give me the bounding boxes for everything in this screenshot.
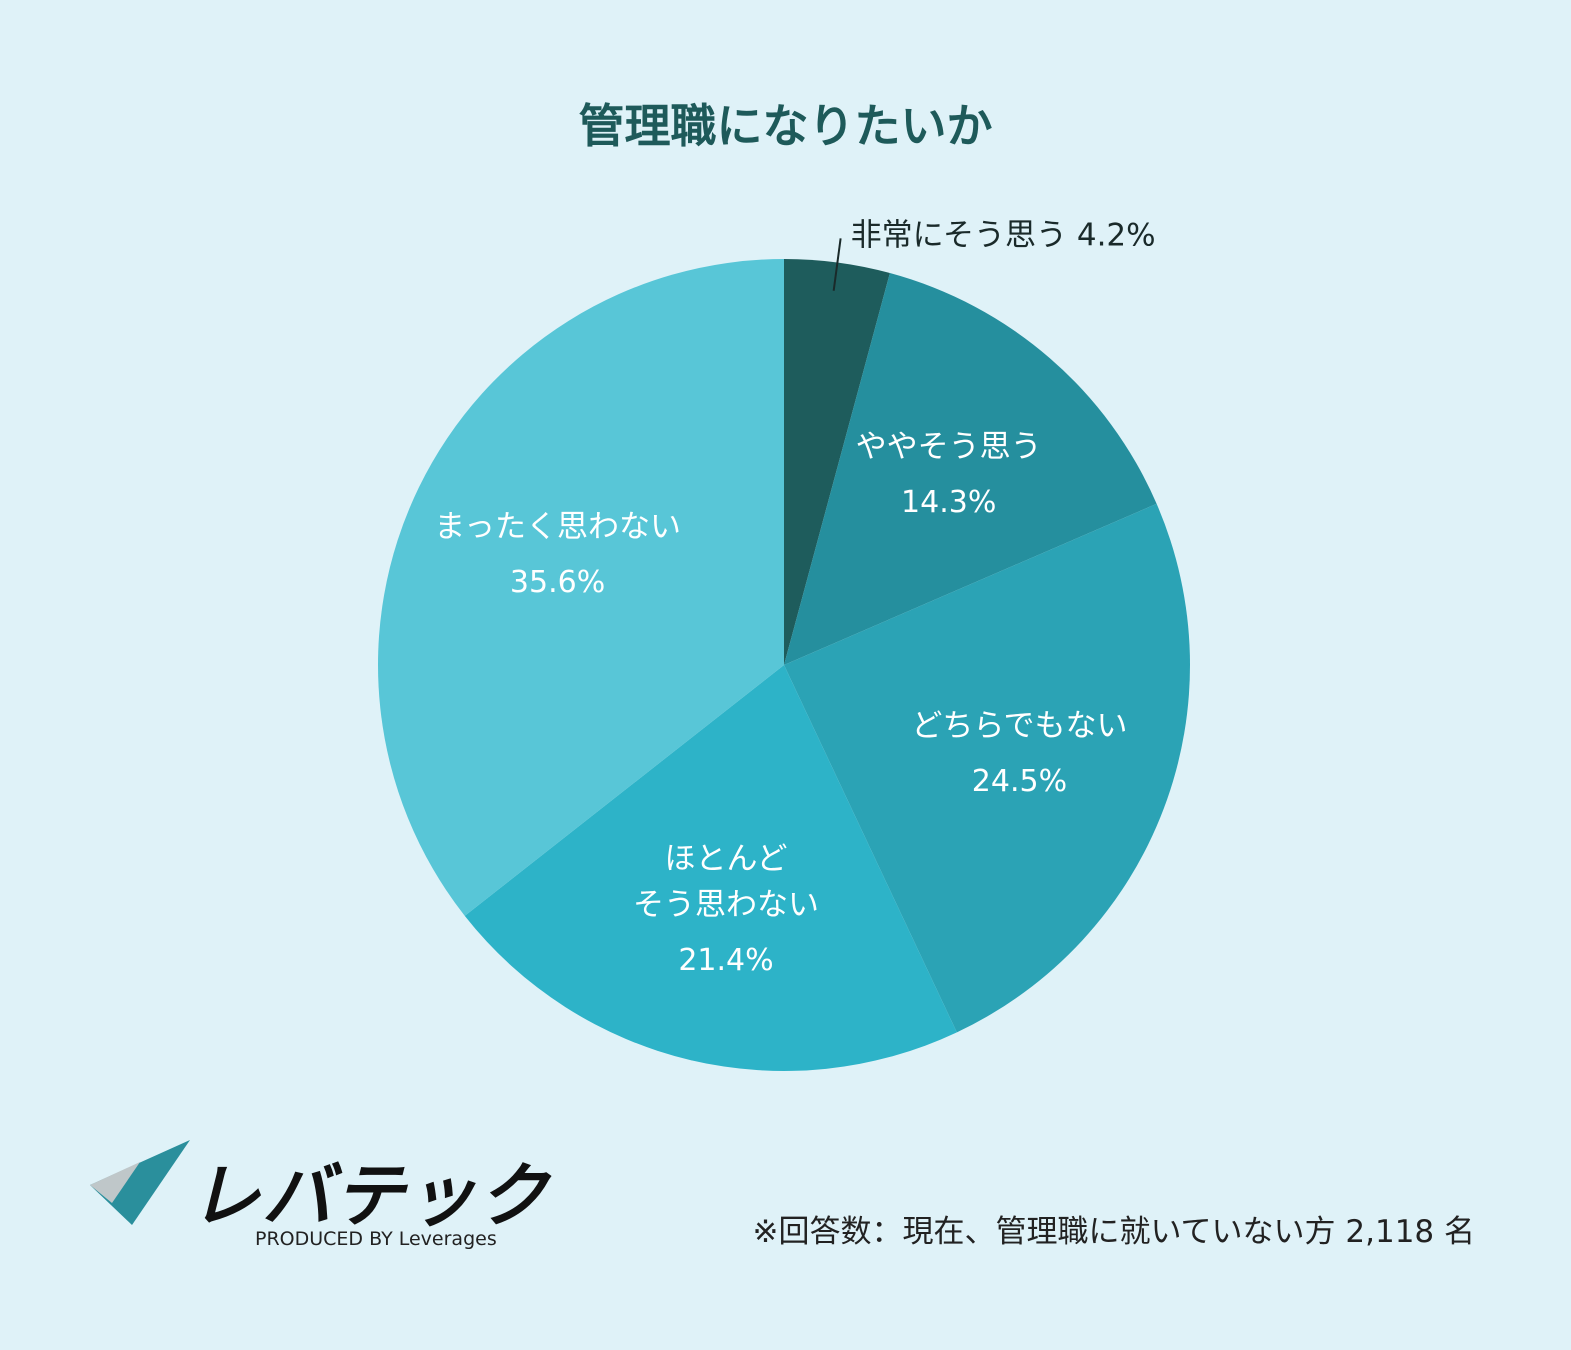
note: ※回答数：現在、管理職に就いていない方 2,118 名 <box>752 1214 1476 1250</box>
value-label: 14.3% <box>901 484 997 520</box>
pie-slice <box>784 259 890 665</box>
category-label: ほとんど そう思わない <box>633 840 819 923</box>
category-label: ややそう思う <box>855 428 1042 465</box>
slice-label: ほとんど そう思わない 21.4% <box>633 836 819 984</box>
value-label: 24.5% <box>971 763 1068 799</box>
pie-slice <box>784 503 1190 1033</box>
slice-label: まったく思わない 35.6% <box>434 504 681 606</box>
pie-slice <box>784 273 1157 665</box>
logo-mark <box>90 1162 140 1203</box>
value-label: 21.4% <box>678 942 774 978</box>
logo-mark <box>90 1140 190 1225</box>
slice-label: ややそう思う 14.3% <box>856 424 1042 526</box>
chart-title: 管理職になりたいか <box>578 99 993 153</box>
value-label: 35.6% <box>509 564 606 600</box>
category-label: 非常にそう思う <box>850 217 1067 254</box>
logo-name: レバテック <box>190 1155 550 1237</box>
pie-slice <box>377 259 784 916</box>
pie-slice <box>464 665 957 1071</box>
leader-line <box>832 238 842 291</box>
category-label: どちらでもない <box>911 707 1128 744</box>
slice-label: どちらでもない 24.5% <box>911 703 1127 805</box>
value-label: 4.2% <box>1076 217 1156 254</box>
logo-tagline: PRODUCED BY Leverages <box>255 1228 497 1250</box>
category-label: まったく思わない <box>434 508 681 545</box>
slice-label: 非常にそう思う 4.2% <box>851 210 1156 255</box>
